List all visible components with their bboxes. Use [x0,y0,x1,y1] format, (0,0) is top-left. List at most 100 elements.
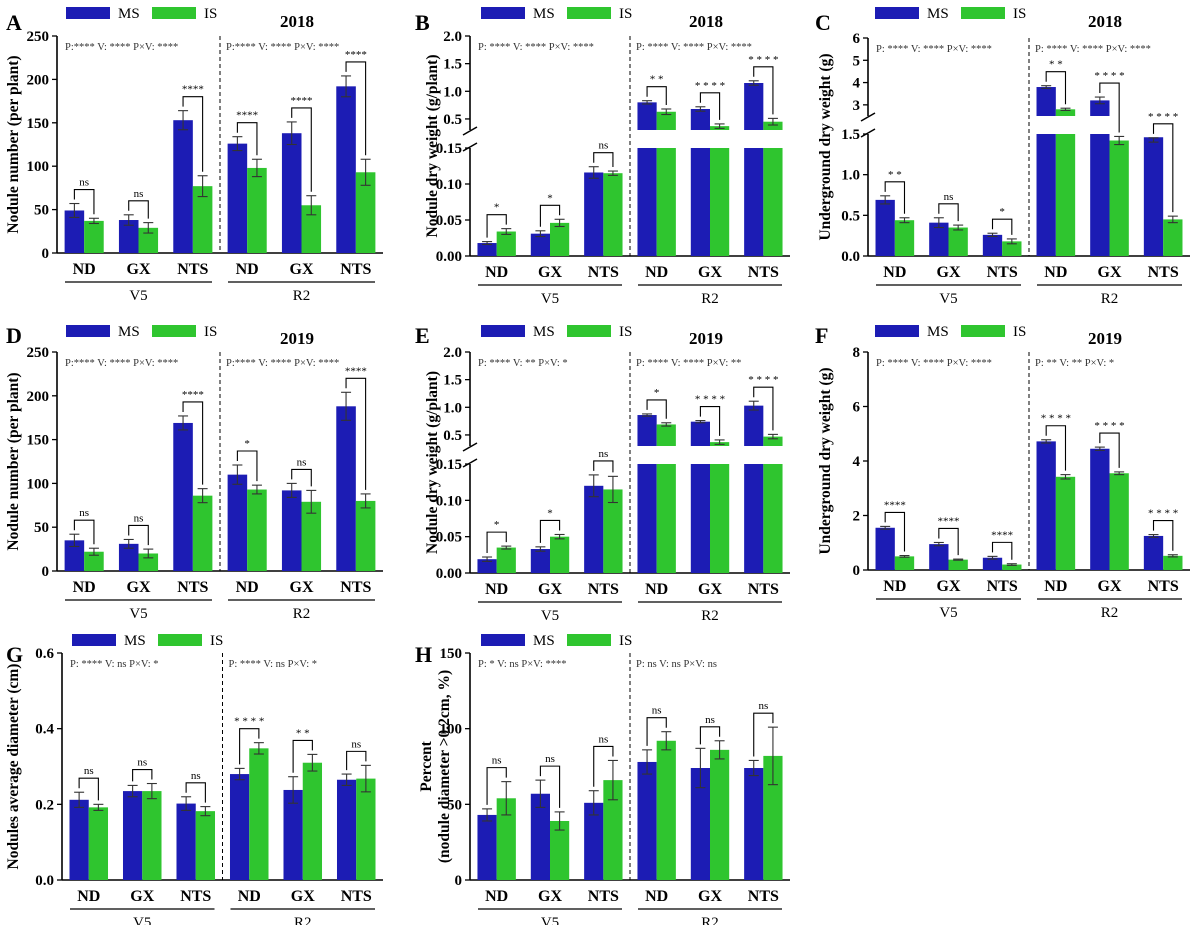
bar-is [550,536,570,573]
stage-label: V5 [129,288,147,304]
legend-label-ms: MS [533,324,555,340]
stats-text-r2: P: ** V: ** P×V: * [1035,358,1114,369]
significance-label: ns [545,753,555,765]
bar-is [948,559,968,570]
category-label: NTS [340,261,371,278]
axis-break-mark [462,442,478,452]
stage-label: R2 [1101,605,1119,621]
significance-label: * * * * [1041,413,1071,425]
significance-label: ns [79,177,89,189]
y-tick-label: 4 [853,454,861,470]
legend-label-is: IS [1013,324,1026,340]
significance-bracket [884,181,906,214]
significance-label: ns [84,765,94,777]
panel-letter: D [6,323,22,348]
significance-bracket [78,777,99,801]
bar-is [301,205,322,253]
bar-ms [173,120,193,253]
bar-is [192,186,213,253]
bar-is [247,167,267,253]
significance-bracket [239,728,260,765]
significance-label: * [654,387,660,399]
significance-label: * [547,507,553,519]
bar-ms [118,543,139,571]
y-tick-label: 0.2 [35,797,54,813]
y-tick-label: 0.00 [436,249,462,265]
category-label: ND [236,579,259,596]
y-tick-label: 0 [42,564,50,580]
significance-label: ns [137,757,147,769]
significance-bracket [346,750,367,771]
significance-label: ns [758,700,768,712]
category-label: NTS [748,581,779,598]
category-label: NTS [1148,264,1179,281]
y-tick-label: 50 [34,203,49,219]
category-label: ND [485,888,508,905]
significance-label: * * [888,169,902,181]
bar-is [1002,241,1022,256]
panel-h: H MS IS Percent (nodule diameter >0.2cm, %)0… [415,633,790,925]
y-tick-label: 100 [440,722,463,738]
bar-ms [336,86,356,254]
stage-label: V5 [133,915,151,925]
significance-bracket [699,406,721,436]
significance-label: * [547,192,553,204]
panel-g: G MS IS Nodules average diameter (cm) 0.0 0.2… [5,633,383,925]
category-label: ND [645,888,668,905]
category-label: ND [883,578,906,595]
significance-bracket [699,92,721,120]
bar-is [894,556,915,570]
bar-ms [477,243,497,256]
stats-text-v5: P:**** V: **** P×V: **** [65,42,178,53]
bar-ms [283,789,303,880]
stage-label: R2 [293,606,311,622]
bar-is [710,442,730,573]
bar-is [84,220,104,253]
y-tick-label: 0 [42,246,50,262]
significance-label: * * [296,727,310,739]
significance-bracket [646,86,667,105]
bar-ms [744,405,764,573]
significance-label: * * * * [1148,508,1178,520]
significance-label: ns [652,705,662,717]
bar-ms [64,210,85,253]
y-axis-label: Nodules average diameter (cm) [5,664,22,870]
significance-label: **** [991,529,1013,541]
bar-is [301,501,322,571]
bar-ms [69,799,89,880]
bar-ms [176,803,196,880]
category-label: GX [937,264,961,281]
y-tick-label: 6 [853,400,861,416]
y-tick-label: 0.05 [436,530,462,546]
legend-label-ms: MS [533,633,555,649]
significance-bracket [938,203,959,222]
category-label: ND [645,264,668,281]
stats-text-r2: P: **** V: **** P×V: **** [636,42,752,53]
significance-label: ns [705,714,715,726]
category-label: ND [77,888,100,905]
y-tick-label: 200 [27,389,50,405]
stats-text-v5: P:**** V: **** P×V: **** [65,358,178,369]
significance-bracket [991,541,1013,560]
significance-bracket [753,386,774,431]
legend-swatch-ms [72,634,116,646]
bar-is [1055,109,1076,256]
bar-is [138,227,159,253]
legend-swatch-is [158,634,202,646]
stage-label: V5 [129,606,147,622]
category-label: ND [73,261,96,278]
significance-label: ns [134,512,144,524]
bar-is [763,755,783,880]
significance-bracket [182,96,204,172]
significance-label: ns [598,448,608,460]
legend: MS IS [66,324,217,340]
legend-swatch-is [567,634,611,646]
category-label: NTS [177,261,208,278]
legend-swatch-is [567,7,611,19]
legend: MS IS [875,6,1026,22]
axes: 0 50 100 150 200 250 [27,29,383,262]
y-tick-label: 150 [440,646,463,662]
stats-text-r2: P: **** V: **** P×V: **** [1035,44,1151,55]
significance-label: ns [944,191,954,203]
